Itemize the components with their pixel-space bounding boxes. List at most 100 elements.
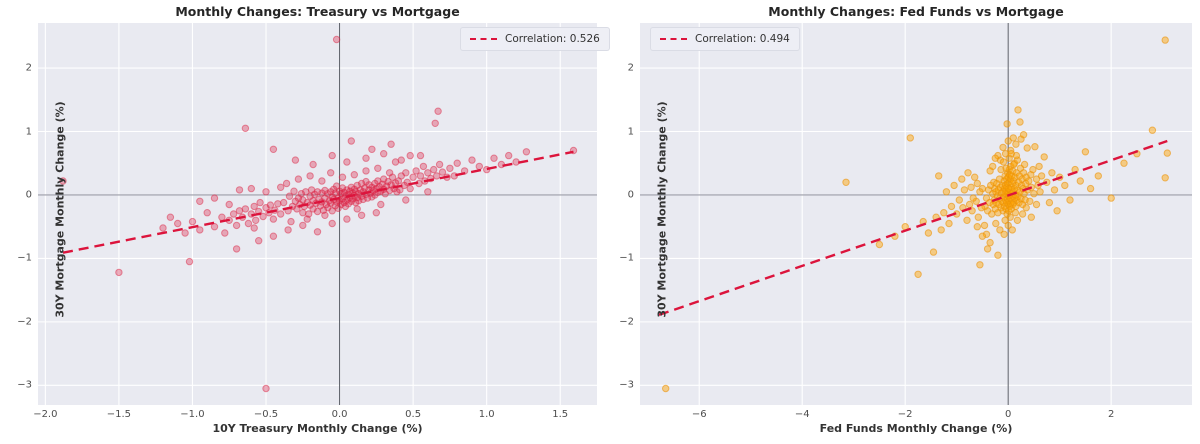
scatter-point: [210, 223, 219, 231]
scatter-point: [59, 177, 67, 185]
scatter-point: [1120, 159, 1128, 167]
scatter-point: [475, 162, 483, 171]
y-tick-label: −1: [619, 252, 634, 264]
scatter-point: [947, 202, 956, 211]
left-legend-label: Correlation: 0.526: [505, 33, 600, 45]
scatter-point: [285, 192, 294, 200]
scatter-point: [1161, 36, 1169, 44]
scatter-point: [1035, 162, 1043, 171]
scatter-point: [416, 172, 425, 180]
scatter-point: [1053, 207, 1061, 215]
scatter-point: [914, 270, 922, 279]
scatter-point: [353, 205, 361, 213]
y-tick-label: −2: [17, 316, 32, 328]
scatter-point: [1031, 143, 1039, 151]
scatter-point: [1003, 120, 1011, 128]
scatter-point: [1019, 131, 1028, 139]
scatter-point: [1030, 190, 1038, 198]
scatter-point: [942, 188, 951, 196]
scatter-point: [343, 158, 351, 166]
scatter-point: [282, 179, 291, 188]
scatter-point: [185, 257, 194, 266]
scatter-point: [973, 179, 981, 188]
scatter-point: [490, 154, 498, 162]
scatter-point: [945, 219, 953, 228]
scatter-point: [1148, 126, 1157, 134]
y-tick-label: 1: [25, 126, 32, 137]
scatter-point: [277, 210, 285, 218]
scatter-point: [256, 198, 264, 207]
scatter-point: [235, 186, 244, 194]
scatter-point: [986, 238, 994, 247]
scatter-point: [277, 183, 285, 192]
scatter-point: [971, 173, 979, 181]
scatter-point: [999, 158, 1008, 166]
x-tick-label: 1.5: [552, 409, 569, 420]
scatter-point: [235, 207, 244, 215]
scatter-point: [294, 175, 303, 183]
x-tick-label: −2: [897, 409, 913, 420]
scatter-point: [402, 196, 410, 204]
scatter-point: [402, 169, 410, 177]
scatter-point: [435, 160, 444, 169]
scatter-point: [982, 230, 991, 239]
scatter-point: [1161, 174, 1169, 182]
scatter-point: [406, 151, 414, 160]
x-tick-label: −4: [794, 409, 810, 420]
scatter-point: [250, 202, 258, 211]
scatter-point: [978, 232, 987, 240]
x-tick-label: −0.5: [253, 409, 279, 420]
scatter-point: [1163, 149, 1171, 157]
axes-background: [38, 23, 597, 405]
scatter-point: [994, 251, 1002, 259]
scatter-point: [958, 175, 966, 183]
scatter-point: [1107, 194, 1115, 202]
scatter-point: [377, 200, 385, 209]
scatter-point: [1040, 153, 1048, 161]
scatter-point: [313, 228, 322, 236]
x-tick-label: 0: [1004, 409, 1012, 420]
x-tick-label: 0.0: [331, 409, 348, 420]
scatter-point: [269, 215, 278, 223]
scatter-point: [115, 268, 123, 277]
scatter-point: [1015, 198, 1023, 207]
scatter-point: [1013, 216, 1022, 225]
scatter-point: [203, 209, 211, 217]
scatter-point: [955, 196, 963, 204]
scatter-point: [174, 219, 182, 228]
scatter-point: [1086, 184, 1095, 193]
scatter-point: [262, 384, 270, 393]
trend-line-legend-swatch: [470, 38, 497, 40]
scatter-point: [976, 261, 984, 269]
scatter-point: [387, 140, 395, 148]
scatter-point: [505, 151, 513, 160]
scatter-point: [960, 186, 969, 194]
scatter-point: [262, 204, 270, 212]
scatter-point: [1027, 213, 1035, 221]
scatter-point: [181, 229, 189, 237]
scatter-point: [976, 188, 984, 196]
scatter-point: [269, 232, 278, 240]
scatter-point: [269, 145, 278, 154]
scatter-point: [332, 35, 341, 44]
scatter-point: [419, 162, 428, 171]
scatter-point: [1025, 177, 1033, 185]
scatter-point: [974, 213, 982, 221]
x-tick-label: −1.0: [180, 409, 205, 420]
scatter-point: [262, 188, 270, 196]
scatter-point: [991, 154, 999, 162]
scatter-point: [196, 226, 204, 234]
scatter-point: [431, 119, 439, 128]
left-chart-title: Monthly Changes: Treasury vs Mortgage: [175, 4, 460, 19]
scatter-point: [225, 200, 233, 209]
right-y-axis-label: 30Y Mortgage Monthly Change (%): [655, 101, 669, 318]
scatter-point: [372, 209, 380, 217]
scatter-point: [166, 213, 175, 221]
scatter-point: [935, 172, 943, 180]
scatter-point: [229, 210, 238, 218]
scatter-point: [274, 200, 282, 208]
scatter-point: [468, 156, 476, 164]
trend-line: [658, 139, 1168, 317]
scatter-point: [522, 148, 531, 156]
